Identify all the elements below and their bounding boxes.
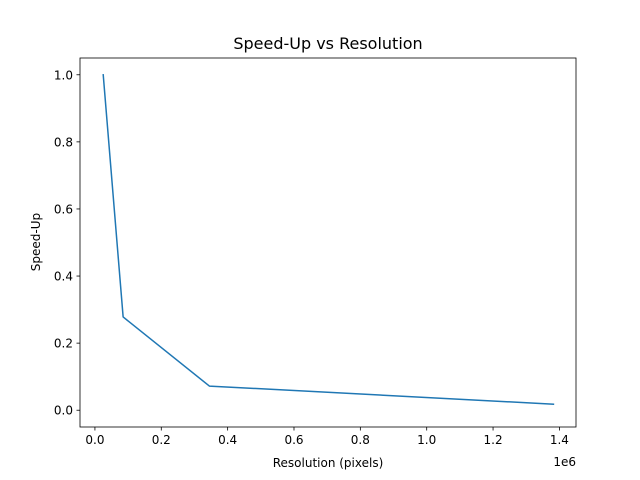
y-axis-label: Speed-Up [29,213,43,271]
chart-title: Speed-Up vs Resolution [233,34,422,53]
y-tick-label-5: 1.0 [54,68,73,82]
x-tick-label-0: 0.0 [85,433,104,447]
y-tick-label-2: 0.4 [54,270,73,284]
axes-frame [79,57,577,428]
x-tick-label-1: 0.2 [152,433,171,447]
y-tick-label-1: 0.2 [54,337,73,351]
y-tick-label-3: 0.6 [54,202,73,216]
x-tick-label-2: 0.4 [218,433,237,447]
x-tick-label-3: 0.6 [284,433,303,447]
x-tick-label-4: 0.8 [351,433,370,447]
y-tick-label-0: 0.0 [54,404,73,418]
x-axis-label: Resolution (pixels) [273,456,384,470]
x-tick-label-6: 1.2 [484,433,503,447]
x-tick-label-5: 1.0 [417,433,436,447]
plot-area: 0.0 0.2 0.4 0.6 0.8 1.0 1.2 1.4 0.0 0.2 0.4 0.6 0.8 1… [54,57,577,447]
x-tick-label-7: 1.4 [550,433,569,447]
x-axis-offset-label: 1e6 [553,455,576,469]
y-tick-label-4: 0.8 [54,135,73,149]
series-line-0 [102,73,555,405]
